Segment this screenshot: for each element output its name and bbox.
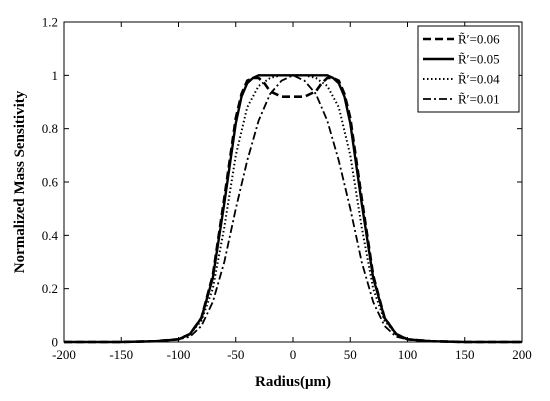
legend-entry-label: R̃′=0.01 (458, 92, 500, 107)
series-line-2 (64, 74, 522, 343)
tick-group: -200 -150 -100 -50 0 50 100 150 200 0 0.2 0.4 0.6 0.8… (42, 15, 532, 363)
x-tick-label: -150 (109, 347, 133, 362)
y-tick-label: 0.8 (42, 121, 58, 136)
x-tick-label: -100 (167, 347, 191, 362)
x-tick-label: 0 (290, 347, 297, 362)
y-tick-label: 0 (52, 335, 59, 350)
axes-frame (63, 21, 523, 343)
legend-entry-label: R̃′=0.04 (458, 72, 500, 87)
x-tick-label: -50 (227, 347, 244, 362)
y-tick-label: 1 (52, 68, 59, 83)
y-axis-label: Normalized Mass Sensitivity (12, 90, 28, 273)
legend-box (417, 25, 520, 113)
x-axis-label: Radius(μm) (255, 374, 331, 390)
x-tick-label: 50 (344, 347, 357, 362)
x-tick-label: 100 (398, 347, 418, 362)
series-line-3 (64, 74, 522, 343)
y-tick-label: 1.2 (42, 15, 58, 30)
x-tick-label: -200 (52, 347, 76, 362)
x-tick-label: 150 (455, 347, 475, 362)
series-group (64, 74, 522, 344)
y-tick-label: 0.2 (42, 281, 58, 296)
series-line-1 (64, 74, 522, 344)
legend-entry-label: R̃′=0.05 (458, 52, 500, 67)
y-tick-label: 0.6 (42, 175, 59, 190)
y-tick-label: 0.4 (42, 228, 59, 243)
legend: R̃′=0.06 R̃′=0.05 R̃′=0.04 R̃′=0.01 (417, 25, 520, 113)
series-line-0 (64, 76, 522, 344)
legend-entry-label: R̃′=0.06 (458, 32, 500, 47)
x-tick-label: 200 (512, 347, 532, 362)
